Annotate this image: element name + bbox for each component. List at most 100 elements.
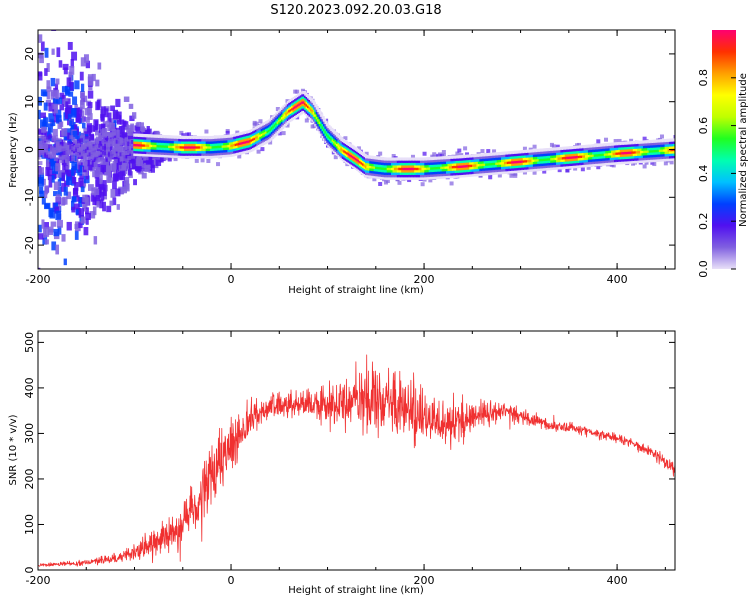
spectrogram-cell (69, 151, 74, 156)
spectrogram-cell (617, 138, 622, 143)
spectrogram-cell (141, 126, 146, 133)
spectrogram-cell (51, 241, 57, 251)
spectrogram-cell (137, 157, 143, 167)
spectrogram-cell (181, 133, 186, 138)
spectrogram-cell (573, 166, 578, 171)
spectrogram-cell (52, 128, 58, 137)
spectrogram-cell (152, 155, 157, 160)
spectrogram-cell (98, 124, 105, 133)
spectrogram-cell (80, 91, 85, 99)
spectrogram-cell (50, 77, 56, 87)
spectrogram-cell (385, 179, 390, 184)
spectrogram-cell (75, 141, 80, 146)
spectrogram-cell (127, 155, 132, 160)
spectrogram-cell (71, 154, 76, 159)
spectrogram-cell (38, 152, 41, 157)
spectrogram-cell (59, 92, 65, 99)
spectrogram-cell (59, 121, 64, 128)
spectrogram-cell (87, 113, 93, 120)
spectrogram-cell (281, 131, 286, 136)
spectrogram-cell (67, 41, 73, 50)
spectrogram-cell (67, 110, 71, 119)
spectrogram-cell (86, 142, 91, 147)
spectrogram-cell (44, 226, 50, 237)
spectrogram-cell (70, 108, 77, 118)
spectrogram-cell (103, 180, 107, 190)
spectrogram-cell (40, 41, 45, 52)
spectrogram-cell (40, 112, 46, 118)
spectrogram-cell (163, 156, 168, 161)
spectrogram-cell (39, 186, 44, 194)
spectrogram-cell (56, 115, 62, 122)
spectrogram-cell (155, 156, 162, 166)
spectrogram-cell (54, 83, 59, 91)
spectrogram-cell (146, 130, 151, 135)
spectrogram-cell (91, 187, 95, 195)
spectrogram-cell (129, 115, 135, 122)
spectrogram-cell (105, 149, 110, 154)
spectrogram-cell (136, 121, 142, 131)
spectrogram-cell (132, 112, 137, 119)
spectrogram-cell (459, 153, 464, 158)
spectrogram-cell (80, 216, 86, 224)
spectrogram-cell (44, 47, 49, 58)
spectrogram-cell (441, 153, 446, 158)
spectrogram-cell (52, 165, 59, 175)
spectrogram-cell (115, 173, 119, 182)
spectrogram-cell (70, 59, 74, 68)
spectrogram-cell (46, 80, 51, 90)
spectrogram-cell (38, 167, 45, 175)
spectrogram-cell (372, 177, 377, 182)
spectrogram-cell (135, 126, 141, 136)
spectrogram-cell (96, 99, 101, 110)
spectrogram-cell (71, 160, 78, 171)
spectrogram-cell (63, 67, 68, 75)
spectrogram-cell (542, 169, 547, 174)
spectrogram-cell (80, 96, 84, 105)
spectrogram-cell (95, 130, 100, 136)
spectrogram-cell (87, 125, 93, 133)
spectrogram-cell (652, 162, 657, 167)
spectrogram-cell (66, 191, 72, 200)
spectrogram-cell (151, 164, 155, 173)
spectrogram-cell (112, 109, 119, 120)
spectrogram-cell (78, 197, 84, 204)
spectrogram-cell (124, 183, 130, 192)
spectrogram-cell (235, 130, 240, 135)
spectrogram-cell (96, 201, 100, 208)
spectrogram-cell (522, 146, 527, 151)
spectrogram-cell (59, 104, 64, 111)
spectrogram-cell (509, 173, 514, 178)
spectrogram-cell (78, 138, 83, 143)
spectrogram-cell (663, 161, 668, 166)
spectrogram-cell (258, 119, 263, 124)
spectrogram-cell (43, 222, 49, 229)
spectrogram-cell (55, 194, 61, 202)
spectrogram-cell (378, 181, 383, 186)
spectrogram-cell (84, 107, 91, 116)
spectrogram-cell (441, 150, 446, 155)
spectrogram-cell (98, 150, 103, 155)
spectrogram-cell (486, 149, 491, 154)
spectrogram-cell (80, 186, 85, 193)
spectrogram-cell (95, 79, 100, 87)
spectrogram-cell (378, 151, 383, 156)
spectrogram-cell (66, 221, 72, 231)
spectrogram-cell (449, 181, 454, 186)
spectrogram-cell (68, 81, 74, 91)
spectrogram-cell (104, 108, 109, 118)
spectrogram-cell (38, 224, 42, 233)
spectrogram-cell (90, 139, 95, 144)
spectrogram-cell (80, 83, 85, 92)
spectrogram-cell (45, 167, 50, 176)
spectrogram-cell (194, 158, 199, 163)
spectrogram-marks (38, 30, 675, 269)
spectrogram-cell (38, 179, 44, 187)
spectrogram-cell (497, 173, 502, 178)
spectrogram-cell (84, 197, 90, 206)
spectrogram-cell (118, 126, 123, 135)
spectrogram-cell (62, 196, 68, 205)
spectrogram-cell (91, 73, 96, 82)
spectrogram-cell (136, 153, 140, 159)
